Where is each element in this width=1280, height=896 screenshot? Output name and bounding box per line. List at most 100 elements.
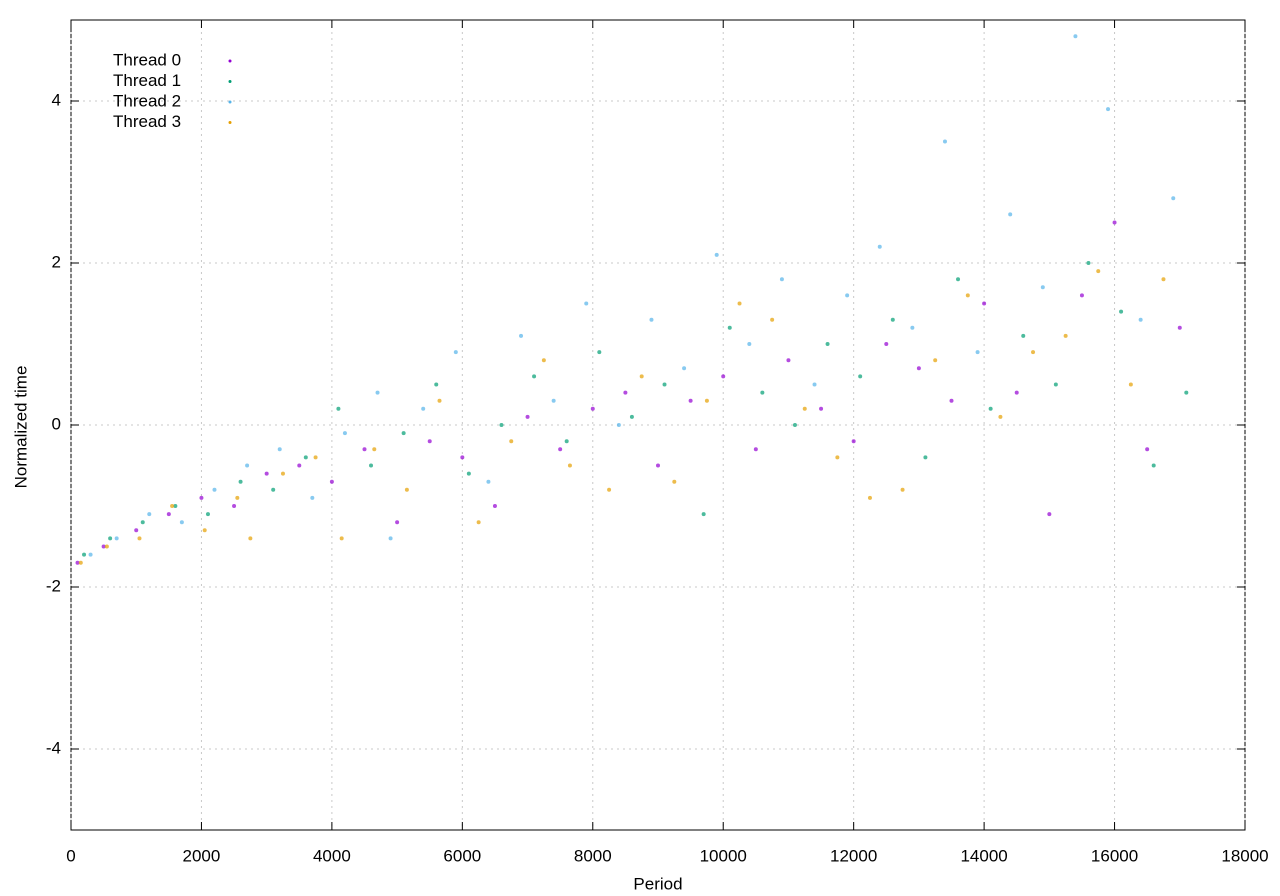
point	[584, 301, 589, 306]
point	[519, 333, 524, 338]
point	[78, 560, 83, 565]
point	[949, 398, 954, 403]
x-tick-label: 14000	[960, 846, 1007, 865]
point	[271, 487, 276, 492]
point	[770, 317, 775, 322]
point	[362, 447, 367, 452]
point	[1008, 212, 1013, 217]
legend-marker	[228, 80, 232, 83]
point	[812, 382, 817, 387]
point	[942, 139, 947, 144]
point	[1031, 350, 1036, 355]
point	[900, 487, 905, 492]
point	[998, 414, 1003, 419]
point	[965, 293, 970, 298]
point	[704, 398, 709, 403]
point	[623, 390, 628, 395]
point	[1096, 269, 1101, 274]
point	[779, 277, 784, 282]
point	[212, 487, 217, 492]
point	[629, 414, 634, 419]
legend-label: Thread 2	[113, 91, 181, 110]
point	[329, 479, 334, 484]
point	[1063, 333, 1068, 338]
point	[372, 447, 377, 452]
point	[238, 479, 243, 484]
point	[1047, 512, 1052, 517]
point	[988, 406, 993, 411]
point	[336, 406, 341, 411]
point	[590, 406, 595, 411]
x-tick-label: 8000	[574, 846, 612, 865]
y-tick-label: -4	[46, 738, 61, 757]
point	[567, 463, 572, 468]
point	[956, 277, 961, 282]
y-tick-label: 2	[52, 252, 61, 271]
point	[825, 342, 830, 346]
point	[280, 471, 285, 476]
point	[1086, 261, 1091, 265]
point	[166, 512, 171, 517]
point	[910, 325, 915, 330]
point	[747, 342, 752, 346]
point	[1151, 463, 1156, 468]
point	[835, 455, 840, 460]
point	[421, 406, 426, 411]
legend-label: Thread 1	[113, 71, 181, 90]
point	[916, 366, 921, 371]
point	[310, 495, 315, 500]
point	[1112, 220, 1117, 225]
point	[427, 439, 432, 444]
point	[1040, 285, 1045, 290]
x-axis-label: Period	[633, 874, 682, 893]
point	[851, 439, 856, 444]
point	[877, 244, 882, 249]
point	[460, 455, 465, 460]
point	[819, 406, 824, 411]
point	[802, 406, 807, 411]
point	[616, 423, 621, 427]
legend-marker	[228, 100, 232, 104]
point	[649, 317, 654, 322]
point	[1128, 382, 1133, 387]
point	[672, 479, 677, 484]
point	[1171, 196, 1176, 201]
y-axis-label: Normalized time	[11, 366, 30, 489]
point	[82, 552, 87, 557]
point	[1079, 293, 1084, 298]
point	[235, 495, 240, 500]
point	[437, 398, 442, 403]
point	[303, 455, 308, 460]
point	[499, 423, 504, 427]
point	[202, 528, 207, 533]
point	[656, 463, 660, 468]
legend-label: Thread 0	[113, 50, 181, 69]
point	[245, 463, 250, 468]
point	[682, 366, 687, 371]
point	[721, 374, 726, 379]
legend-marker	[228, 59, 232, 63]
point	[137, 536, 142, 541]
point	[1106, 107, 1111, 112]
point	[388, 536, 393, 541]
point	[395, 520, 400, 525]
point	[342, 431, 347, 436]
point	[1177, 325, 1182, 330]
point	[1161, 277, 1166, 282]
legend-marker	[228, 121, 232, 124]
point	[639, 374, 644, 379]
point	[982, 301, 987, 306]
point	[1119, 309, 1124, 314]
x-tick-label: 4000	[313, 846, 351, 865]
point	[792, 423, 797, 427]
point	[714, 252, 719, 257]
point	[1145, 447, 1150, 452]
point	[607, 487, 612, 492]
point	[1073, 34, 1078, 39]
point	[551, 398, 556, 403]
point	[205, 512, 210, 517]
point	[264, 471, 269, 476]
point	[662, 382, 667, 387]
point	[558, 447, 563, 452]
point	[1184, 390, 1189, 395]
